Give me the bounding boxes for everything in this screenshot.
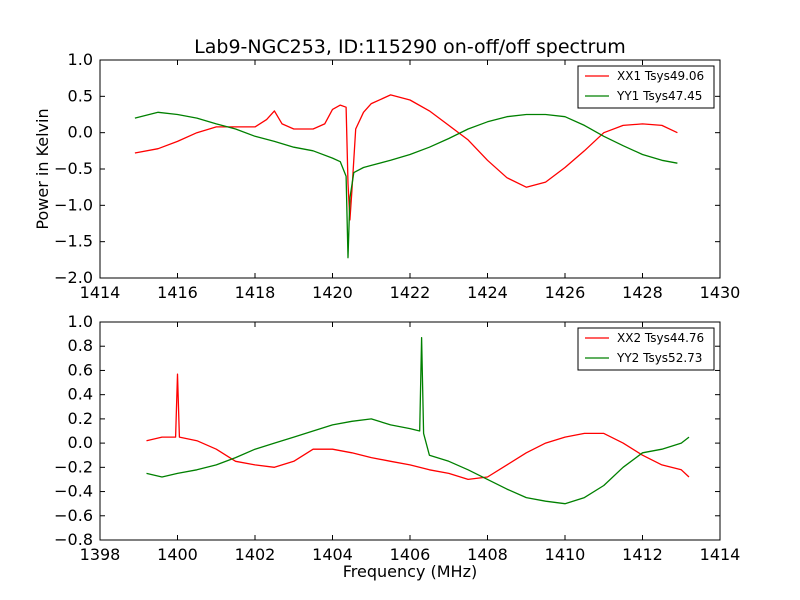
top-legend-label-xx1: XX1 Tsys49.06 — [617, 69, 704, 83]
bottom-y-tick-label: 1.0 — [68, 312, 93, 331]
bottom-legend-label-yy2: YY2 Tsys52.73 — [616, 351, 702, 365]
bottom-y-tick-label: 0.4 — [68, 385, 93, 404]
top-legend-label-yy1: YY1 Tsys47.45 — [616, 89, 702, 103]
top-x-tick-label: 1418 — [235, 283, 276, 302]
top-y-tick-label: −1.0 — [54, 195, 93, 214]
top-x-tick-label: 1414 — [80, 283, 121, 302]
bottom-y-tick-label: −0.8 — [54, 530, 93, 549]
bottom-x-tick-label: 1414 — [700, 545, 741, 564]
top-y-tick-label: 0.5 — [68, 86, 93, 105]
bottom-panel: 1398 1400 1402 1404 1406 1408 1410 1412 1414 −0.… — [54, 312, 740, 581]
series-line-yy2 — [146, 337, 690, 505]
bottom-x-tick-label: 1412 — [622, 545, 663, 564]
bottom-x-ticks: 1398 1400 1402 1404 1406 1408 1410 1412 1414 — [80, 322, 741, 564]
series-line-xx2 — [146, 373, 690, 481]
bottom-x-tick-label: 1404 — [312, 545, 353, 564]
top-y-tick-label: −2.0 — [54, 268, 93, 287]
bottom-y-tick-label: −0.6 — [54, 506, 93, 525]
series-line-xx1 — [134, 94, 678, 221]
bottom-y-tick-label: 0.6 — [68, 360, 93, 379]
top-y-tick-label: −0.5 — [54, 159, 93, 178]
top-x-tick-label: 1422 — [390, 283, 431, 302]
top-x-tick-label: 1424 — [467, 283, 508, 302]
bottom-x-tick-label: 1408 — [467, 545, 508, 564]
bottom-plot-area — [146, 337, 690, 505]
top-y-tick-label: −1.5 — [54, 232, 93, 251]
bottom-legend: XX2 Tsys44.76 YY2 Tsys52.73 — [577, 327, 715, 371]
bottom-y-tick-label: −0.2 — [54, 457, 93, 476]
bottom-x-tick-label: 1410 — [545, 545, 586, 564]
bottom-y-ticks: −0.8 −0.6 −0.4 −0.2 0.0 0.2 0.4 0.6 0.8 1.0 — [54, 312, 720, 549]
bottom-y-tick-label: 0.2 — [68, 409, 93, 428]
top-x-tick-label: 1430 — [700, 283, 741, 302]
top-y-axis-label: Power in Kelvin — [33, 108, 52, 229]
bottom-y-tick-label: 0.8 — [68, 336, 93, 355]
bottom-x-tick-label: 1398 — [80, 545, 121, 564]
chart-title: Lab9-NGC253, ID:115290 on-off/off spectr… — [194, 36, 626, 58]
bottom-x-tick-label: 1402 — [235, 545, 276, 564]
top-plot-area — [134, 94, 678, 259]
bottom-y-tick-label: −0.4 — [54, 482, 93, 501]
series-line-yy1 — [134, 111, 678, 259]
top-legend: XX1 Tsys49.06 YY1 Tsys47.45 — [577, 65, 715, 109]
top-x-tick-label: 1420 — [312, 283, 353, 302]
bottom-y-tick-label: 0.0 — [68, 433, 93, 452]
bottom-x-axis-label: Frequency (MHz) — [343, 562, 477, 581]
bottom-x-tick-label: 1406 — [390, 545, 431, 564]
top-legend-box — [577, 65, 715, 109]
top-panel: 1414 1416 1418 1420 1422 1424 1426 1428 1430 −2.… — [33, 50, 740, 302]
top-x-tick-label: 1416 — [157, 283, 198, 302]
bottom-legend-box — [577, 327, 715, 371]
top-y-tick-label: 0.0 — [68, 123, 93, 142]
bottom-legend-label-xx2: XX2 Tsys44.76 — [617, 331, 704, 345]
top-y-ticks: −2.0 −1.5 −1.0 −0.5 0.0 0.5 1.0 — [54, 50, 720, 287]
bottom-x-tick-label: 1400 — [157, 545, 198, 564]
top-x-tick-label: 1426 — [545, 283, 586, 302]
top-x-ticks: 1414 1416 1418 1420 1422 1424 1426 1428 1430 — [80, 60, 741, 302]
top-y-tick-label: 1.0 — [68, 50, 93, 69]
top-x-tick-label: 1428 — [622, 283, 663, 302]
